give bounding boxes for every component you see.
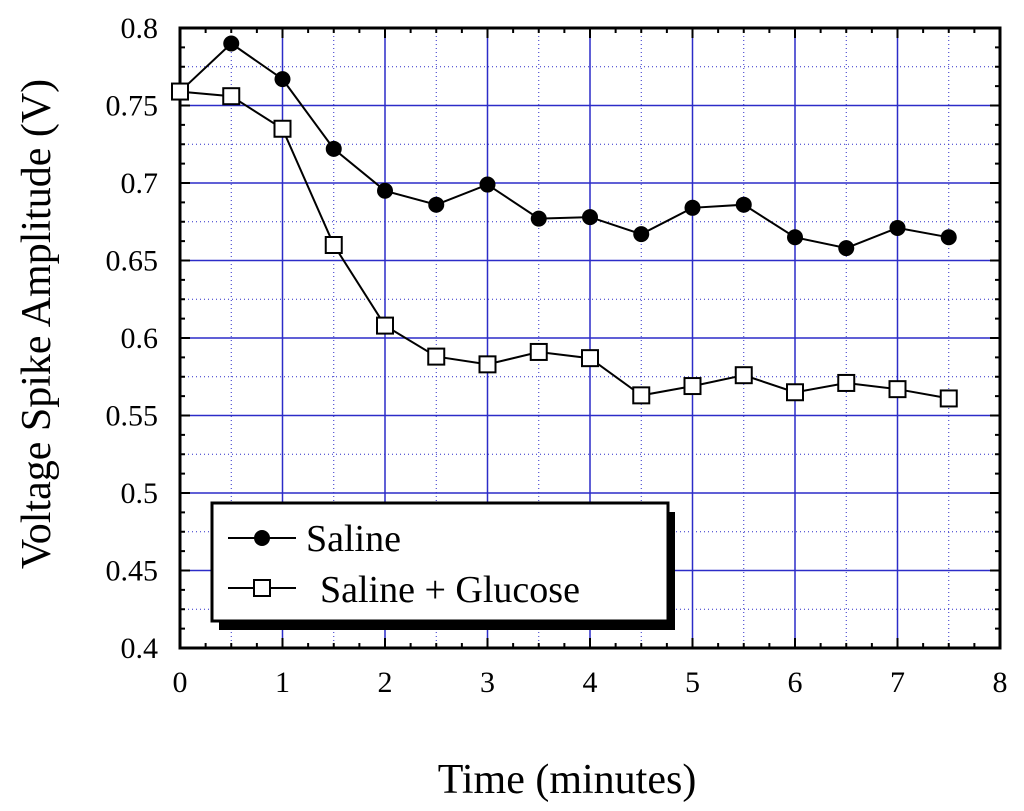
x-tick-label: 2 [378, 666, 393, 699]
saline-glucose-point [734, 366, 753, 385]
y-tick-label: 0.4 [121, 632, 159, 665]
saline-point [582, 209, 598, 226]
legend-box [210, 501, 670, 623]
series-saline-glucose-line [179, 90, 949, 400]
x-tick-labels: 0 1 2 3 4 5 6 7 8 [173, 666, 1008, 699]
saline-point [479, 176, 496, 193]
series [171, 35, 958, 408]
legend-glucose-marker [253, 579, 271, 597]
saline-glucose-point [837, 373, 856, 392]
y-tick-label: 0.45 [106, 555, 159, 588]
saline-glucose-point [376, 316, 394, 335]
saline-glucose-point [888, 380, 907, 399]
saline-point [274, 71, 291, 88]
y-tick-label: 0.6 [121, 322, 159, 355]
legend-saline-marker [254, 530, 270, 546]
saline-glucose-point [171, 82, 189, 101]
y-tick-label: 0.55 [106, 400, 159, 433]
y-tick-label: 0.8 [121, 12, 159, 45]
saline-glucose-point [427, 347, 446, 366]
saline-glucose-point [222, 87, 241, 106]
y-axis-title: Voltage Spike Amplitude (V) [14, 79, 60, 569]
x-tick-label: 6 [788, 666, 803, 699]
saline-point [325, 140, 342, 157]
saline-glucose-point [786, 383, 804, 402]
axis-ticks [179, 27, 1001, 649]
y-tick-labels: 0.4 0.45 0.5 0.55 0.6 0.65 0.7 0.75 0.8 [106, 12, 159, 665]
x-tick-label: 4 [583, 666, 598, 699]
saline-glucose-point [632, 386, 651, 405]
saline-point [377, 182, 393, 199]
grid [180, 28, 1000, 648]
saline-point [428, 196, 445, 213]
saline-point [223, 35, 240, 52]
y-tick-label: 0.75 [106, 90, 159, 123]
x-axis-title: Time (minutes) [438, 757, 697, 803]
legend-saline-label: Saline [306, 518, 401, 560]
saline-point [633, 226, 650, 243]
saline-point [684, 199, 701, 216]
saline-glucose-point [478, 355, 497, 374]
y-tick-label: 0.7 [121, 167, 159, 200]
saline-glucose-point [683, 377, 702, 396]
y-tick-label: 0.65 [106, 245, 159, 278]
legend: Saline Saline + Glucose [210, 501, 675, 630]
saline-glucose-point [939, 389, 958, 408]
saline-glucose-point [273, 119, 292, 138]
saline-glucose-point [529, 342, 548, 361]
x-tick-label: 0 [173, 666, 188, 699]
saline-point [940, 229, 957, 246]
saline-point [530, 210, 547, 227]
y-tick-label: 0.5 [121, 477, 159, 510]
x-tick-label: 7 [890, 666, 905, 699]
x-tick-label: 3 [480, 666, 495, 699]
legend-glucose-label: Saline + Glucose [320, 569, 580, 611]
saline-glucose-point [324, 236, 343, 254]
x-tick-label: 5 [685, 666, 700, 699]
x-tick-label: 1 [275, 666, 290, 699]
x-tick-label: 8 [993, 666, 1008, 699]
saline-glucose-point [581, 349, 599, 368]
saline-point [838, 240, 855, 257]
saline-point [889, 219, 906, 236]
saline-point [787, 229, 803, 246]
saline-point [735, 196, 752, 213]
